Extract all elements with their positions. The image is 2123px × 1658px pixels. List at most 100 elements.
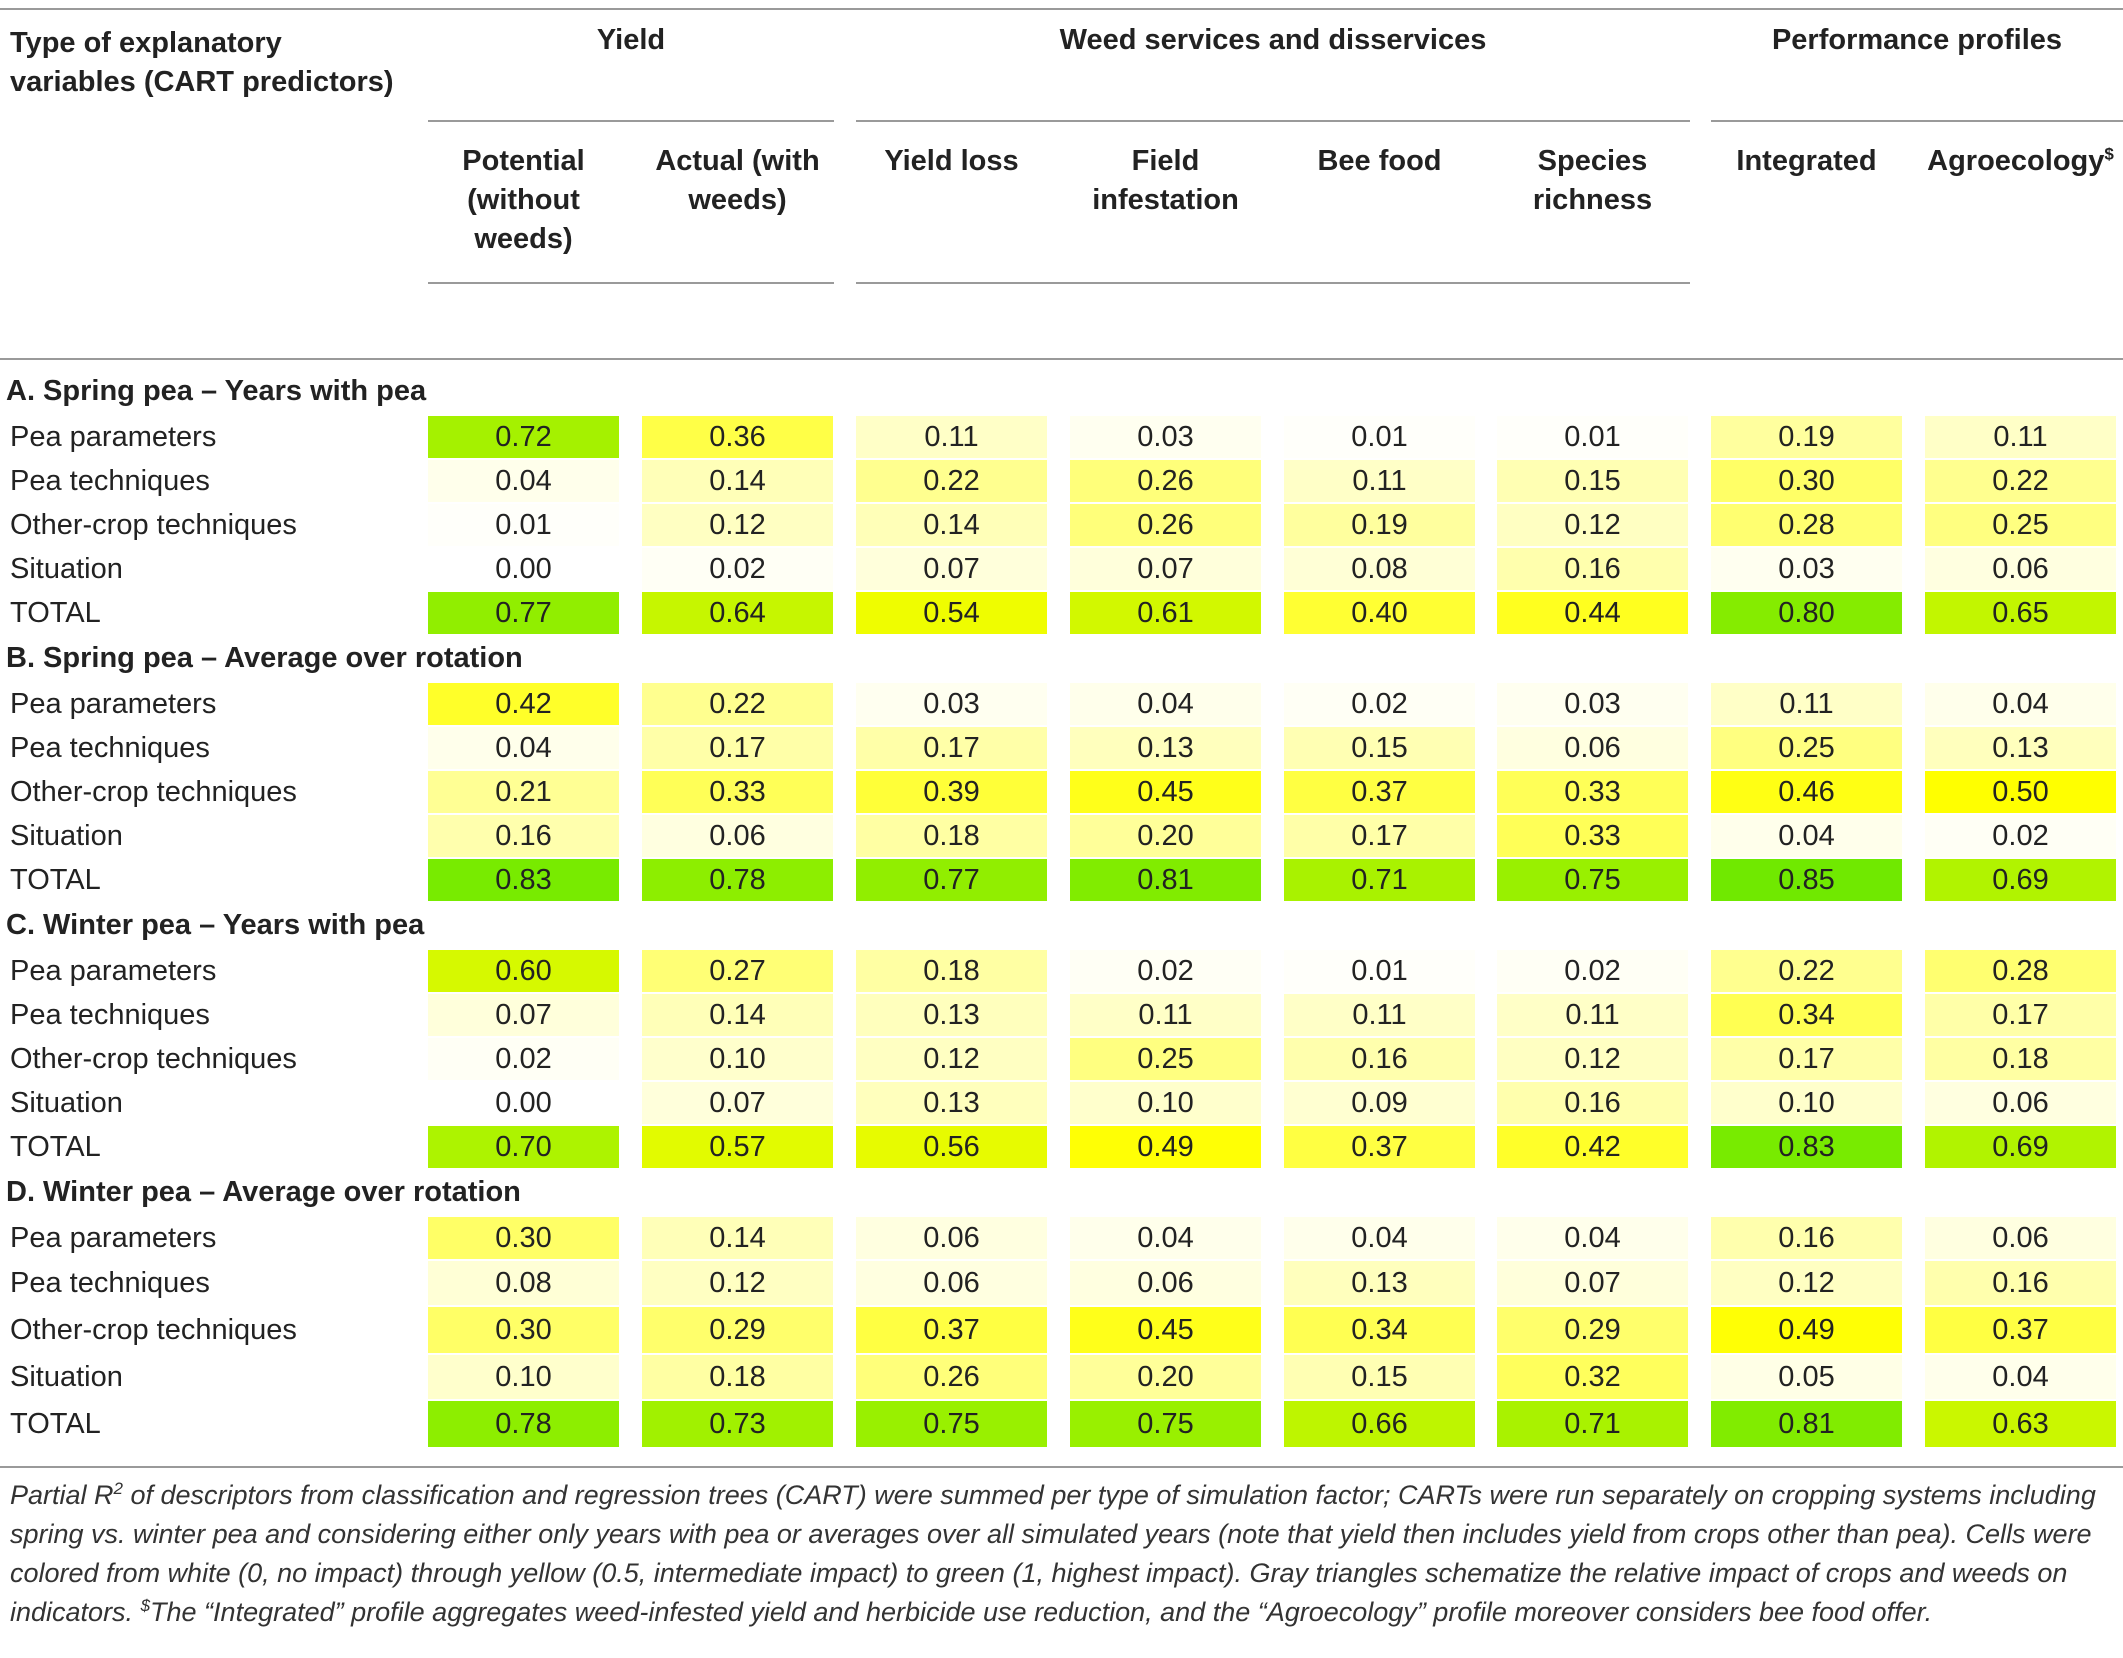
value-cell: 0.37 [1284,771,1475,813]
value-cell: 0.56 [856,1126,1047,1168]
value-cell: 0.30 [428,1217,619,1259]
value-cell: 0.03 [1070,416,1261,458]
value-cell: 0.65 [1925,592,2116,634]
value-cell: 0.12 [1711,1261,1902,1305]
value-cell: 0.03 [856,683,1047,725]
caption-superscript-2: 2 [113,1479,123,1498]
value-cell: 0.02 [1925,815,2116,857]
value-cell: 0.33 [1497,771,1688,813]
value-cell: 0.44 [1497,592,1688,634]
value-cell: 0.81 [1070,859,1261,901]
value-cell: 0.04 [1070,1217,1261,1259]
value-cell: 0.17 [1925,994,2116,1036]
type-of-variables-header: Type of explanatory variables (CART pred… [10,24,394,102]
row-label: Pea techniques [10,999,210,1031]
value-cell: 0.16 [1497,1082,1688,1124]
value-cell: 0.02 [1284,683,1475,725]
value-cell: 0.60 [428,950,619,992]
value-cell: 0.15 [1284,727,1475,769]
value-cell: 0.11 [1925,416,2116,458]
weed-group-rule [856,120,1690,122]
value-cell: 0.18 [1925,1038,2116,1080]
value-cell: 0.14 [642,1217,833,1259]
value-cell: 0.34 [1711,994,1902,1036]
group-header-weed: Weed services and disservices [1059,24,1487,56]
column-header-0: Potential (without weeds) [418,142,629,259]
value-cell: 0.14 [642,994,833,1036]
value-cell: 0.54 [856,592,1047,634]
value-cell: 0.28 [1711,504,1902,546]
value-cell: 0.15 [1497,460,1688,502]
value-cell: 0.33 [1497,815,1688,857]
column-header-2: Yield loss [846,142,1057,181]
value-cell: 0.19 [1711,416,1902,458]
value-cell: 0.04 [1925,683,2116,725]
value-cell: 0.71 [1284,859,1475,901]
value-cell: 0.04 [1497,1217,1688,1259]
value-cell: 0.75 [856,1401,1047,1447]
value-cell: 0.17 [856,727,1047,769]
value-cell: 0.07 [428,994,619,1036]
value-cell: 0.29 [642,1307,833,1353]
value-cell: 0.10 [642,1038,833,1080]
value-cell: 0.49 [1070,1126,1261,1168]
row-label: Other-crop techniques [10,1314,297,1346]
value-cell: 0.25 [1070,1038,1261,1080]
value-cell: 0.01 [1497,416,1688,458]
caption-part-1: Partial R [10,1480,114,1510]
value-cell: 0.27 [642,950,833,992]
value-cell: 0.02 [428,1038,619,1080]
column-header-0-line-1: (without [467,184,580,216]
value-cell: 0.11 [856,416,1047,458]
value-cell: 0.17 [642,727,833,769]
value-cell: 0.40 [1284,592,1475,634]
value-cell: 0.16 [1497,548,1688,590]
table-bottom-rule [0,1466,2123,1468]
value-cell: 0.02 [1497,950,1688,992]
value-cell: 0.02 [642,548,833,590]
column-header-2-line-0: Yield loss [884,145,1019,177]
column-header-5-line-0: Species [1537,145,1648,177]
value-cell: 0.21 [428,771,619,813]
value-cell: 0.45 [1070,1307,1261,1353]
column-header-3: Field infestation [1060,142,1271,220]
value-cell: 0.80 [1711,592,1902,634]
value-cell: 0.42 [1497,1126,1688,1168]
perf-group-rule [1711,120,2123,122]
row-label: TOTAL [10,597,101,629]
type-header-line-2: variables (CART predictors) [10,66,394,98]
row-label: Other-crop techniques [10,776,297,808]
value-cell: 0.34 [1284,1307,1475,1353]
value-cell: 0.77 [856,859,1047,901]
value-cell: 0.05 [1711,1355,1902,1399]
value-cell: 0.12 [1497,1038,1688,1080]
table-caption: Partial R2 of descriptors from classific… [10,1476,2115,1632]
value-cell: 0.12 [642,1261,833,1305]
value-cell: 0.83 [1711,1126,1902,1168]
row-label: Other-crop techniques [10,1043,297,1075]
value-cell: 0.12 [1497,504,1688,546]
row-label: Pea parameters [10,688,217,720]
column-header-1: Actual (with weeds) [632,142,843,220]
caption-part-3: The “Integrated” profile aggregates weed… [150,1597,1933,1627]
value-cell: 0.15 [1284,1355,1475,1399]
column-header-3-line-0: Field [1131,145,1200,177]
value-cell: 0.22 [856,460,1047,502]
value-cell: 0.00 [428,1082,619,1124]
value-cell: 0.22 [642,683,833,725]
column-header-7-line-0: Agroecology$ [1915,142,2123,181]
value-cell: 0.16 [1925,1261,2116,1305]
value-cell: 0.07 [1070,548,1261,590]
value-cell: 0.20 [1070,1355,1261,1399]
column-header-5: Species richness [1487,142,1698,220]
value-cell: 0.63 [1925,1401,2116,1447]
value-cell: 0.30 [1711,460,1902,502]
value-cell: 0.37 [1925,1307,2116,1353]
value-cell: 0.13 [1070,727,1261,769]
value-cell: 0.78 [642,859,833,901]
value-cell: 0.01 [428,504,619,546]
column-header-7: Agroecology$ [1915,142,2123,181]
row-label: Pea techniques [10,1267,210,1299]
value-cell: 0.18 [856,815,1047,857]
column-header-0-line-2: weeds) [474,223,573,255]
